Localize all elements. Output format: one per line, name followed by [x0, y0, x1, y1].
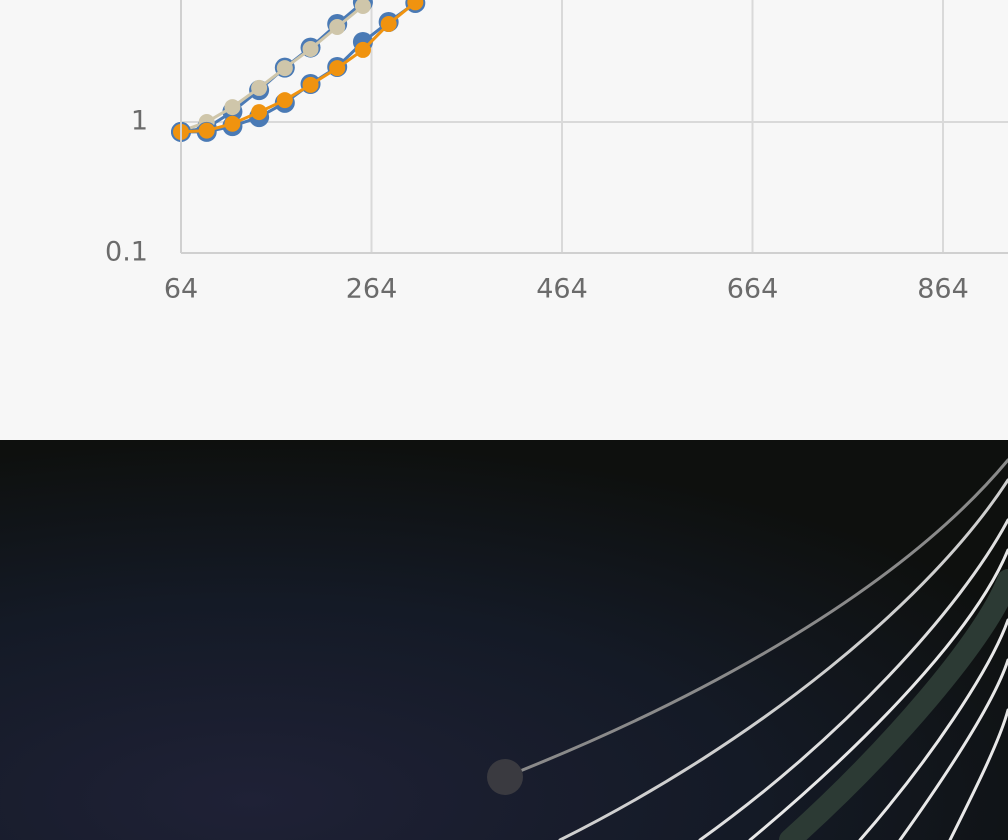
data-point: [302, 40, 319, 57]
wallpaper-dot: [487, 759, 523, 795]
data-point: [198, 122, 215, 139]
data-point: [380, 15, 397, 32]
y-tick-label: 1: [131, 106, 148, 137]
data-point: [276, 92, 293, 109]
data-point: [329, 19, 346, 36]
data-point: [251, 79, 268, 96]
data-point: [329, 60, 346, 77]
data-point: [354, 41, 371, 58]
data-point: [276, 60, 293, 77]
chart: 0.1 1 10 64 264 464 664 864: [105, 0, 1008, 305]
data-point: [251, 104, 268, 121]
x-tick-label: 864: [917, 274, 969, 305]
wallpaper-curves: [503, 458, 1008, 840]
data-point: [224, 99, 241, 116]
data-point: [354, 0, 371, 15]
data-point: [224, 115, 241, 132]
wallpaper: [0, 440, 1008, 840]
data-point: [302, 76, 319, 93]
x-tick-label: 264: [346, 274, 398, 305]
series-line: [180, 1, 417, 134]
y-tick-label: 0.1: [105, 237, 148, 268]
y-tick-label: 10: [114, 0, 148, 6]
x-tick-label: 664: [727, 274, 779, 305]
x-tick-label: 64: [164, 274, 198, 305]
data-point: [407, 0, 424, 11]
x-tick-label: 464: [536, 274, 588, 305]
